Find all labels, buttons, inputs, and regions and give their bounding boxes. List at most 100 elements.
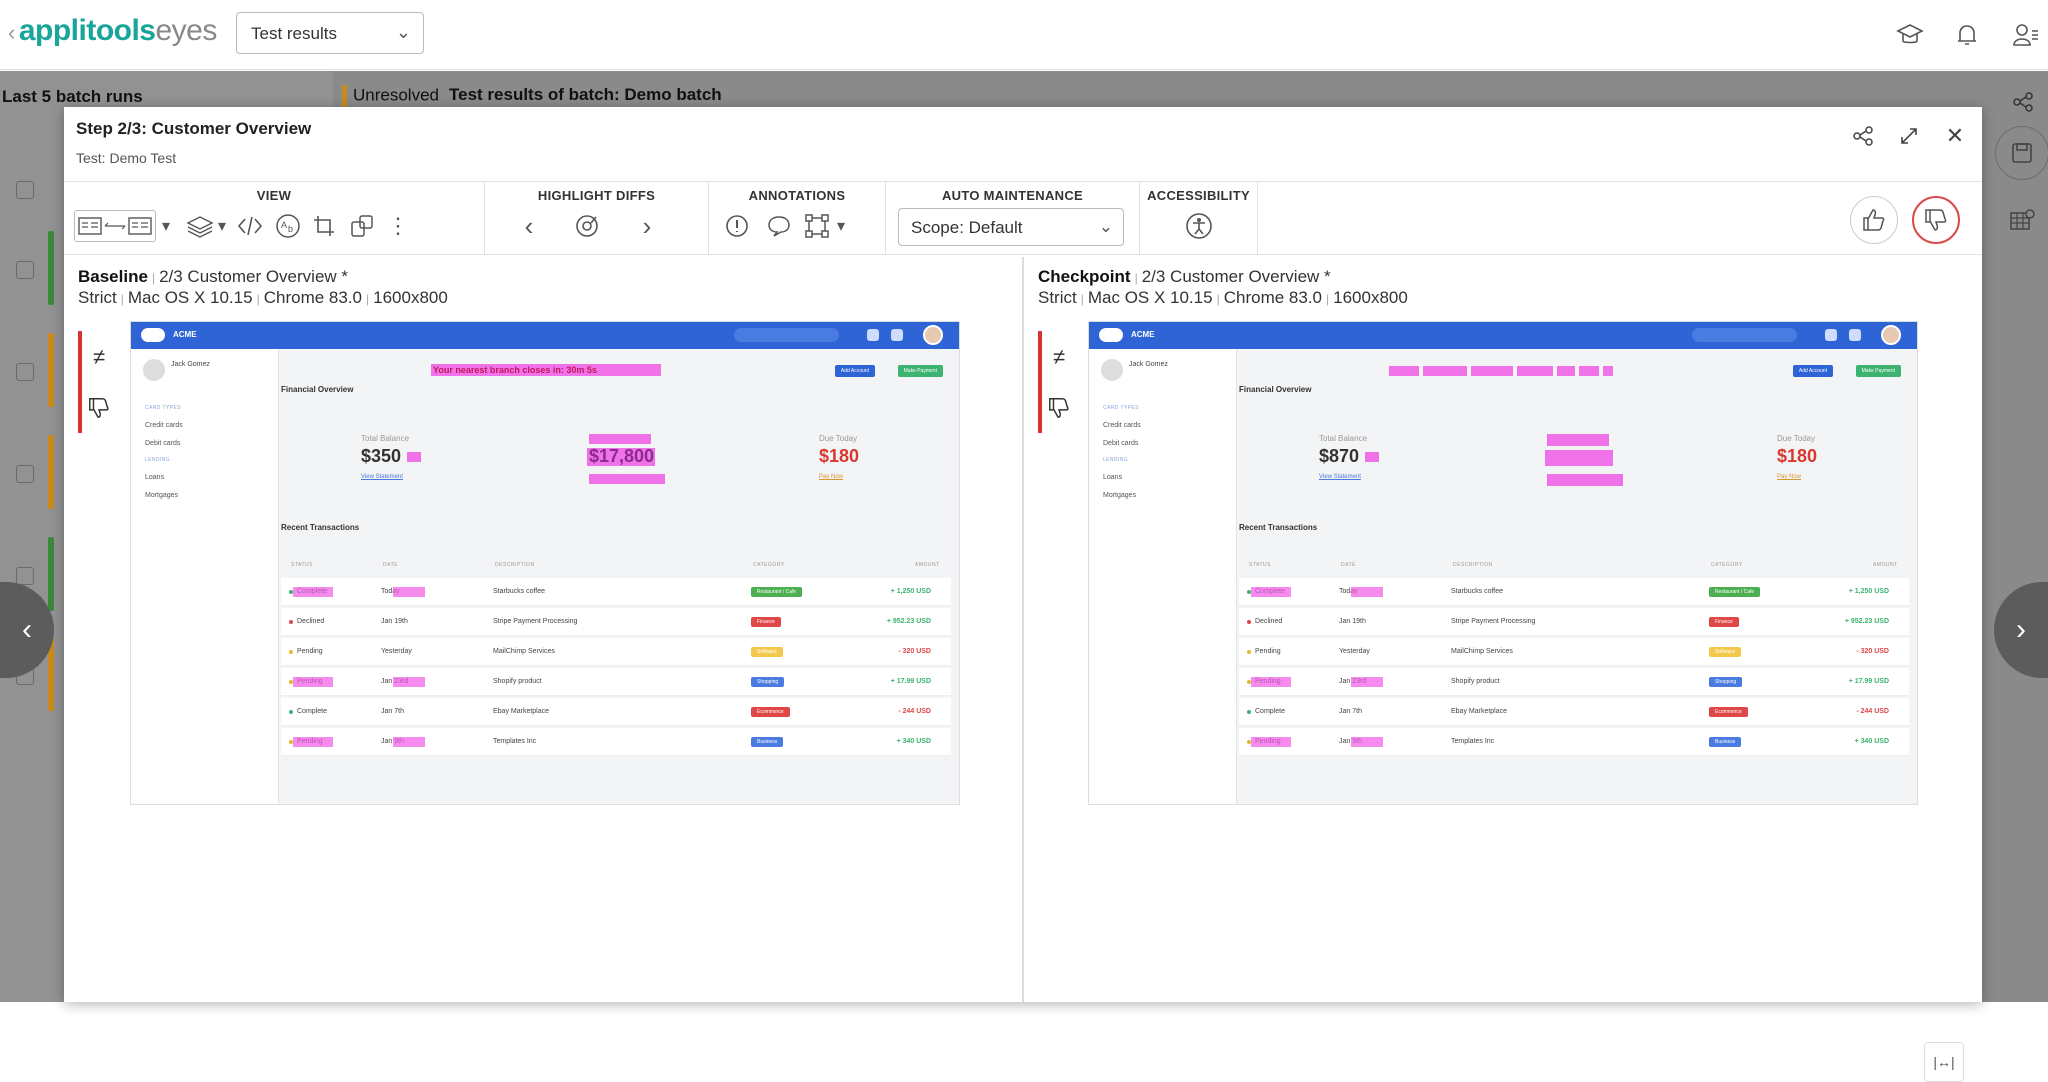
accessibility-group: ACCESSIBILITY bbox=[1140, 182, 1258, 254]
col-status: STATUS bbox=[291, 562, 313, 568]
logo-primary: applitools bbox=[18, 14, 156, 47]
acme-due-label: Due Today bbox=[819, 434, 858, 443]
acme-make-payment: Make Payment bbox=[1855, 365, 1901, 377]
diff-region bbox=[1351, 587, 1383, 597]
checkpoint-info: Checkpoint | 2/3 Customer Overview * Stric… bbox=[1038, 267, 1408, 307]
row-description: MailChimp Services bbox=[1451, 648, 1513, 655]
view-select[interactable]: Test results ⌄ bbox=[236, 12, 424, 54]
diff-region bbox=[393, 737, 425, 747]
acme-due-amount: $180 bbox=[819, 446, 860, 466]
row-amount: - 320 USD bbox=[898, 648, 931, 655]
next-diff-icon[interactable]: › bbox=[642, 210, 652, 241]
acme-balance: $870 bbox=[1319, 446, 1360, 466]
layers-icon[interactable] bbox=[184, 210, 216, 242]
status-dot bbox=[1247, 680, 1251, 684]
fit-width-icon[interactable]: |↔| bbox=[1924, 1042, 1964, 1082]
col-status: STATUS bbox=[1249, 562, 1271, 568]
row-checkbox[interactable] bbox=[16, 465, 34, 483]
baseline-diff-marker[interactable]: ≠ bbox=[78, 331, 116, 433]
row-status: Pending bbox=[1255, 648, 1281, 655]
save-icon[interactable] bbox=[1995, 126, 2048, 180]
previous-diff-icon[interactable]: ‹ bbox=[524, 210, 534, 241]
step-viewer-modal: Step 2/3: Customer Overview Test: Demo T… bbox=[64, 107, 1982, 1082]
row-description: Ebay Marketplace bbox=[493, 708, 550, 715]
share-icon[interactable] bbox=[1848, 121, 1878, 151]
acme-user: Jack Gomez bbox=[1129, 361, 1168, 368]
status-dot bbox=[1247, 740, 1251, 744]
accessibility-icon[interactable] bbox=[1183, 210, 1215, 242]
layers-dropdown-icon[interactable]: ▾ bbox=[217, 218, 227, 235]
table-row: Pending Yesterday MailChimp Services Softwa… bbox=[1239, 638, 1909, 666]
batch-status-stripe bbox=[48, 637, 54, 711]
diff-region bbox=[293, 737, 333, 747]
expand-icon[interactable] bbox=[1894, 121, 1924, 151]
crop-icon[interactable] bbox=[308, 210, 340, 242]
acme-credit: Credit cards bbox=[1103, 422, 1141, 429]
chevron-down-icon: ⌄ bbox=[395, 22, 411, 42]
row-category: Business bbox=[751, 737, 784, 747]
row-amount: + 340 USD bbox=[1854, 738, 1889, 745]
row-amount: + 1,250 USD bbox=[1848, 588, 1889, 595]
user-menu-icon[interactable] bbox=[2008, 18, 2042, 52]
not-equal-icon: ≠ bbox=[1052, 344, 1066, 369]
checkpoint-diff-marker[interactable]: ≠ bbox=[1038, 331, 1076, 433]
view-dropdown-icon[interactable]: ▾ bbox=[161, 218, 171, 235]
notifications-bell-icon[interactable] bbox=[1950, 18, 1984, 52]
scope-value: Scope: Default bbox=[911, 218, 1023, 237]
acme-mortgages: Mortgages bbox=[145, 492, 179, 499]
batch-status: Unresolved bbox=[353, 85, 439, 105]
baseline-screenshot[interactable]: ACME Jack Gomez CARD TYPES Credit cards … bbox=[130, 321, 960, 805]
row-category: Business bbox=[1709, 737, 1742, 747]
acme-sidebar: Jack Gomez CARD TYPES Credit cards Debit… bbox=[131, 349, 279, 804]
row-checkbox[interactable] bbox=[16, 261, 34, 279]
highlight-toggle-icon[interactable] bbox=[571, 210, 603, 242]
row-description: MailChimp Services bbox=[493, 648, 555, 655]
acme-make-payment: Make Payment bbox=[897, 365, 943, 377]
diff-region bbox=[293, 587, 333, 597]
row-category: Ecommerce bbox=[751, 707, 790, 717]
row-category: Restaurant / Cafe bbox=[1709, 587, 1761, 597]
issue-icon[interactable] bbox=[721, 210, 753, 242]
region-dropdown-icon[interactable]: ▾ bbox=[836, 218, 846, 235]
thumbs-up-icon[interactable] bbox=[1850, 196, 1898, 244]
copy-regions-icon[interactable] bbox=[346, 210, 378, 242]
scope-select[interactable]: Scope: Default ⌄ bbox=[898, 208, 1124, 246]
checkpoint-step: 2/3 Customer Overview * bbox=[1141, 267, 1331, 286]
dom-code-icon[interactable] bbox=[234, 210, 266, 242]
row-description: Templates Inc bbox=[1451, 738, 1495, 745]
acme-header: ACME bbox=[1089, 322, 1917, 349]
batch-runs-title: Last 5 batch runs bbox=[2, 87, 143, 106]
annotations-label: ANNOTATIONS bbox=[748, 188, 846, 203]
tutorial-icon[interactable] bbox=[1893, 18, 1927, 52]
checkpoint-label: Checkpoint bbox=[1038, 267, 1131, 286]
table-settings-icon[interactable] bbox=[1995, 194, 2048, 248]
checkpoint-browser: Chrome 83.0 bbox=[1223, 288, 1322, 307]
row-checkbox[interactable] bbox=[16, 363, 34, 381]
more-options-icon[interactable]: ⋮ bbox=[387, 213, 409, 238]
share-icon[interactable] bbox=[2006, 85, 2040, 119]
acme-view-statement: View Statement bbox=[361, 474, 403, 480]
row-category: Finance bbox=[751, 617, 781, 627]
row-date: Jan 9th bbox=[1339, 738, 1362, 745]
chevron-left-icon: ‹ bbox=[8, 20, 15, 45]
acme-total-balance-label: Total Balance bbox=[361, 434, 410, 443]
svg-text:A: A bbox=[281, 220, 287, 230]
region-icon[interactable] bbox=[801, 210, 833, 242]
checkpoint-screenshot[interactable]: ACME Jack Gomez CARD TYPES Credit cards … bbox=[1088, 321, 1918, 805]
batch-title: Test results of batch: Demo batch bbox=[449, 85, 722, 105]
row-description: Starbucks coffee bbox=[1451, 588, 1504, 595]
applitools-logo[interactable]: ‹ applitoolseyes bbox=[8, 14, 217, 48]
row-checkbox[interactable] bbox=[16, 567, 34, 585]
row-amount: - 244 USD bbox=[898, 708, 931, 715]
side-by-side-view-icon[interactable] bbox=[74, 210, 156, 242]
thumbs-down-icon[interactable] bbox=[1912, 196, 1960, 244]
acme-balance: $350 bbox=[361, 446, 402, 466]
close-icon[interactable]: ✕ bbox=[1945, 123, 1965, 148]
thumbs-down-icon bbox=[89, 398, 109, 418]
select-all-checkbox[interactable] bbox=[16, 181, 34, 199]
acme-header: ACME bbox=[131, 322, 959, 349]
remark-icon[interactable] bbox=[763, 210, 795, 242]
